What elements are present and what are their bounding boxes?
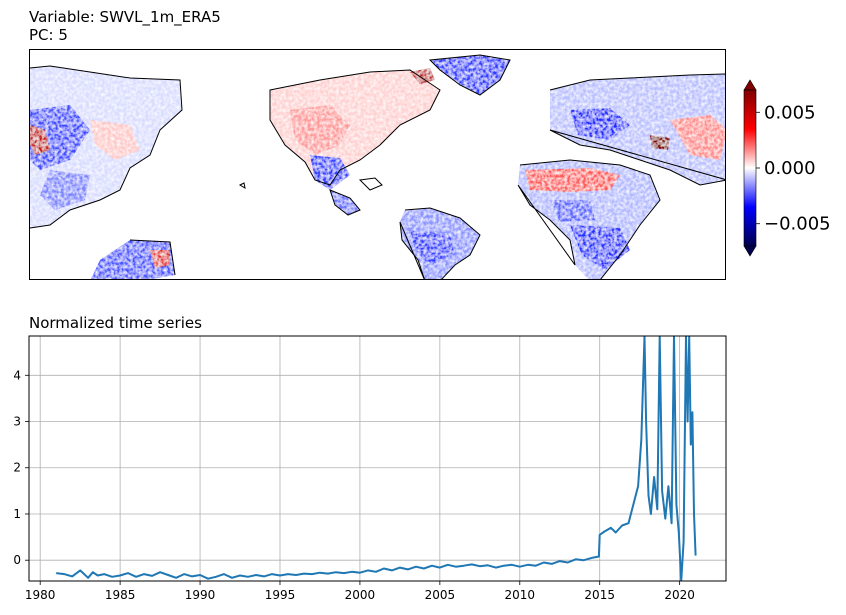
y-tick-label: 2 [13,461,21,475]
y-tick-label: 1 [13,507,21,521]
world-map [29,49,726,280]
y-tick-label: 4 [13,368,21,382]
plot-frame [28,335,727,582]
colorbar: 0.005 0.000 −0.005 [743,79,830,257]
y-tick-label: 3 [13,415,21,429]
x-tick-label: 2005 [425,588,456,602]
colorbar-tick-label: 0.000 [764,158,816,179]
chart-title: Normalized time series [29,314,202,332]
x-tick-label: 1985 [105,588,136,602]
x-tick-label: 2020 [664,588,695,602]
map-title-variable: Variable: SWVL_1m_ERA5 [29,8,221,26]
colorbar-tick-label: −0.005 [764,214,830,235]
x-tick-label: 2000 [345,588,376,602]
colorbar-tick-label: 0.005 [764,102,816,123]
series-line [56,336,697,581]
map-title-pc: PC: 5 [29,26,68,44]
x-tick-label: 1995 [265,588,296,602]
x-tick-label: 2015 [584,588,615,602]
x-tick-label: 1980 [25,588,56,602]
colorbar-max-extend [743,79,757,91]
land-anomaly-fill [30,55,725,279]
colorbar-min-extend [743,245,757,257]
x-tick-label: 1990 [185,588,216,602]
y-tick-label: 0 [13,553,21,567]
world-map-svg [30,54,725,279]
colorbar-gradient [743,89,757,247]
x-tick-label: 2010 [505,588,536,602]
colorbar-ticks: 0.005 0.000 −0.005 [756,102,830,235]
coastlines [30,54,725,279]
